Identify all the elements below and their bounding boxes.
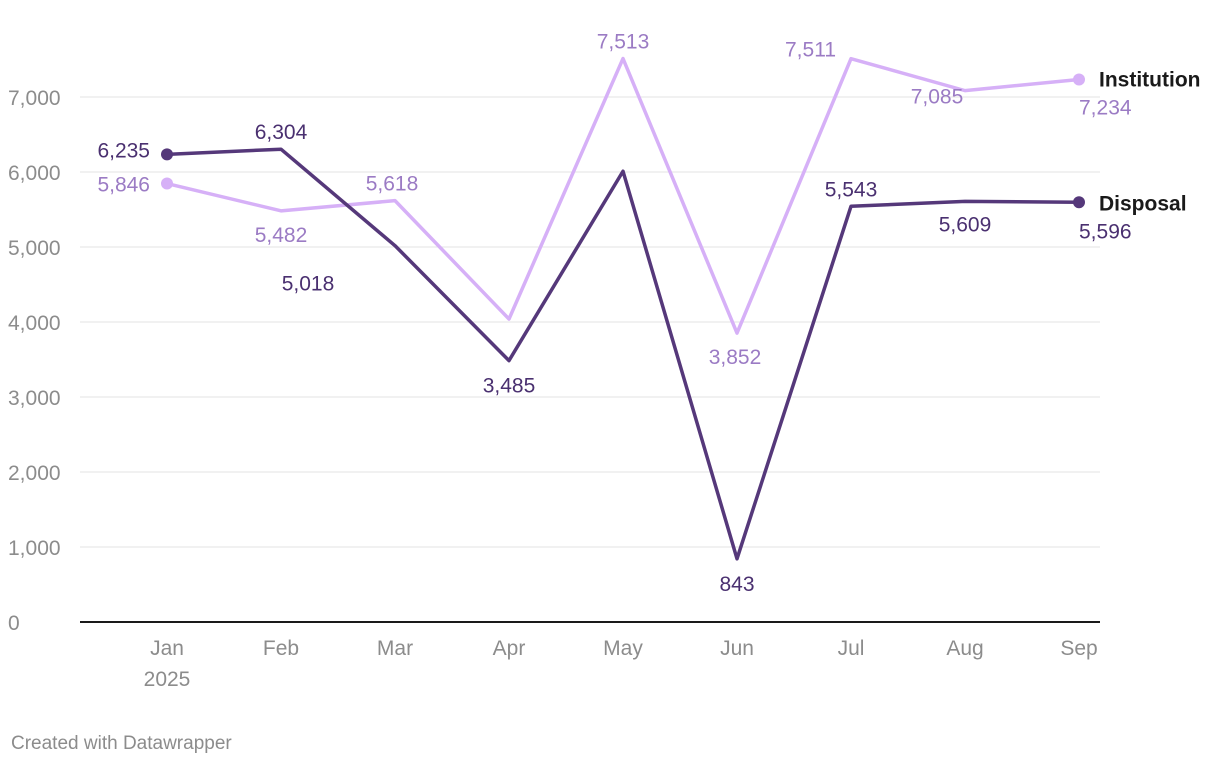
data-label: 3,485: [483, 375, 536, 398]
y-tick-label: 3,000: [8, 387, 61, 410]
x-axis-ticks: Jan Feb Mar Apr May Jun Jul Aug Sep 2025: [144, 637, 1098, 691]
x-tick-label: Apr: [493, 637, 526, 660]
data-label: 7,513: [597, 31, 650, 54]
x-tick-label: Mar: [377, 637, 413, 660]
x-tick-label: May: [603, 637, 643, 660]
y-tick-label: 7,000: [8, 87, 61, 110]
data-label: 5,618: [366, 173, 419, 196]
series-lines: [161, 56, 1085, 561]
x-tick-label: Sep: [1060, 637, 1097, 660]
data-label: 3,852: [709, 346, 762, 369]
data-label: 6,235: [97, 139, 150, 162]
y-tick-label: 2,000: [8, 462, 61, 485]
x-tick-label: Aug: [946, 637, 983, 660]
y-tick-label: 4,000: [8, 312, 61, 335]
data-label: 7,511: [785, 39, 836, 62]
y-tick-label: 5,000: [8, 237, 61, 260]
data-label: 5,543: [825, 178, 878, 201]
data-label: 5,482: [255, 224, 308, 247]
data-label: 7,085: [911, 86, 964, 109]
y-axis-ticks: 0 1,000 2,000 3,000 4,000 5,000 6,000 7,000: [8, 87, 61, 635]
x-tick-label: Jan: [150, 637, 184, 660]
series-name-label: Institution: [1099, 68, 1200, 91]
series-line-institution: [165, 56, 1081, 335]
data-label: 5,609: [939, 213, 992, 236]
series-point-start: [161, 148, 173, 161]
data-labels: 5,846 5,482 5,618 7,513 3,852 7,511 7,085 7,234…: [97, 31, 1200, 596]
series-line-disposal: [165, 147, 1081, 561]
x-tick-label: Jul: [838, 637, 865, 660]
data-label: 5,846: [97, 174, 150, 197]
data-label: 5,018: [282, 273, 335, 296]
x-tick-label: Jun: [720, 637, 754, 660]
series-point-end: [1073, 196, 1085, 209]
y-tick-label: 6,000: [8, 162, 61, 185]
datawrapper-credit[interactable]: Created with Datawrapper: [11, 733, 232, 754]
data-label: 843: [719, 573, 754, 596]
x-tick-year-label: 2025: [144, 668, 191, 691]
x-tick-label: Feb: [263, 637, 299, 660]
series-name-label: Disposal: [1099, 192, 1187, 215]
series-point-end: [1073, 73, 1085, 86]
gridlines: [80, 96, 1100, 623]
data-label: 6,304: [255, 121, 308, 144]
y-tick-label: 0: [8, 612, 20, 635]
series-point-start: [161, 177, 173, 190]
data-label: 7,234: [1079, 96, 1132, 119]
data-label: 5,596: [1079, 220, 1132, 243]
y-tick-label: 1,000: [8, 537, 61, 560]
